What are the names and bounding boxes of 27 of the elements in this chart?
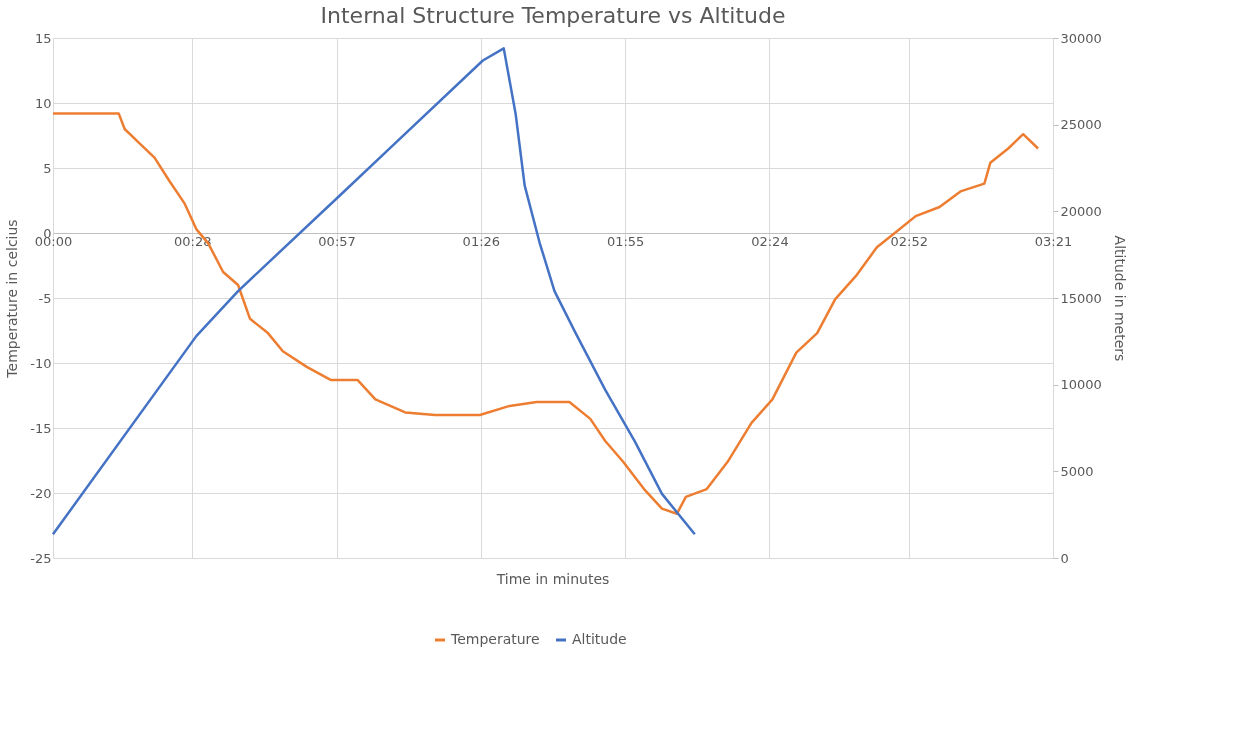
x-tick-label: 02:24 — [751, 233, 789, 249]
chart-title: Internal Structure Temperature vs Altitude — [320, 3, 786, 28]
x-tick-label: 02:52 — [890, 233, 928, 249]
y-tick-label: -20 — [30, 485, 52, 501]
x-tick-label: 03:21 — [1034, 233, 1073, 249]
y2-tick-label: 30000 — [1060, 30, 1102, 46]
y2-tick-label: 25000 — [1060, 117, 1102, 133]
legend-label: Temperature — [450, 631, 540, 647]
y-tick-label: 5 — [43, 160, 52, 176]
x-tick-label: 01:26 — [462, 233, 501, 249]
y-tick-label: -10 — [30, 355, 52, 371]
y2-tick-label: 5000 — [1060, 463, 1094, 479]
y2-tick-label: 10000 — [1060, 377, 1102, 393]
legend-label: Altitude — [572, 631, 627, 647]
y-tick-label: -15 — [30, 420, 52, 436]
y2-axis-title: Altitude in meters — [1111, 235, 1128, 362]
x-axis-title: Time in minutes — [495, 571, 610, 587]
y2-tick-label: 20000 — [1060, 203, 1102, 219]
y-tick-label: 15 — [34, 30, 52, 46]
y2-tick-label: 15000 — [1060, 290, 1102, 306]
y-tick-label: -25 — [30, 550, 52, 566]
x-tick-label: 00:57 — [318, 233, 356, 249]
y2-tick-label: 0 — [1060, 550, 1069, 566]
y-tick-label: 10 — [34, 95, 52, 111]
y-tick-label: -5 — [38, 290, 52, 306]
y-axis-title: Temperature in celcius — [4, 219, 21, 379]
x-tick-label: 01:55 — [606, 233, 645, 249]
